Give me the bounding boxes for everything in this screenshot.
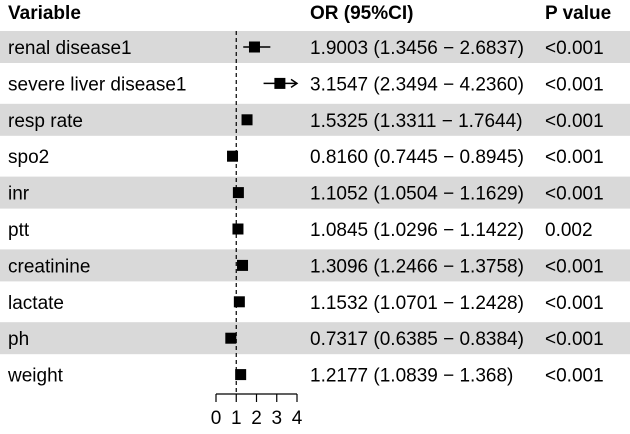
row-stripe: [0, 103, 630, 136]
point-estimate: [274, 77, 286, 89]
header-variable: Variable: [8, 3, 81, 24]
point-estimate: [232, 187, 244, 199]
point-estimate: [237, 259, 249, 271]
header-p-value: P value: [545, 3, 611, 24]
forest-rows: renal disease1 1.9003 (1.3456 − 2.6837) <0…: [7, 38, 604, 387]
row-variable-label: inr: [8, 184, 30, 205]
row-variable-label: ptt: [8, 220, 30, 241]
row-variable-label: creatinine: [8, 256, 90, 277]
header-or-ci: OR (95%CI): [310, 3, 413, 24]
x-axis-tick-label: 2: [251, 408, 262, 429]
row-variable-label: lactate: [8, 293, 64, 314]
row-or-ci-label: 1.5325 (1.3311 − 1.7644): [310, 111, 523, 132]
row-variable-label: weight: [7, 366, 64, 387]
row-or-ci-label: 0.8160 (0.7445 − 0.8945): [310, 147, 524, 168]
row-stripe: [0, 31, 630, 63]
x-axis-tick-label: 1: [231, 408, 242, 429]
point-estimate: [248, 41, 260, 53]
x-axis-tick-label: 4: [292, 408, 303, 429]
row-p-value-label: 0.002: [545, 220, 593, 241]
row-or-ci-label: 1.1052 (1.0504 − 1.1629): [310, 184, 524, 205]
row-or-ci-label: 1.1532 (1.0701 − 1.2428): [310, 293, 524, 314]
row-variable-label: spo2: [8, 147, 49, 168]
row-or-ci-label: 0.7317 (0.6385 − 0.8384): [310, 329, 524, 350]
row-or-ci-label: 1.2177 (1.0839 − 1.368): [310, 366, 513, 387]
point-estimate: [233, 296, 245, 308]
point-estimate: [235, 369, 247, 381]
row-stripes: [0, 31, 630, 355]
point-estimate: [227, 150, 239, 162]
row-p-value-label: <0.001: [545, 329, 604, 350]
row-p-value-label: <0.001: [545, 74, 604, 95]
x-axis-tick-label: 0: [211, 408, 222, 429]
forest-marks: [225, 41, 299, 381]
row-p-value-label: <0.001: [545, 38, 604, 59]
row-stripe: [0, 249, 630, 282]
ci-arrow: [290, 78, 299, 89]
row-stripe: [0, 322, 630, 355]
row-p-value-label: <0.001: [545, 293, 604, 314]
row-p-value-label: <0.001: [545, 184, 604, 205]
point-estimate: [241, 114, 253, 126]
point-estimate: [225, 332, 237, 344]
x-axis-tick-label: 3: [271, 408, 282, 429]
row-variable-label: renal disease1: [8, 38, 132, 59]
row-p-value-label: <0.001: [545, 147, 604, 168]
row-variable-label: resp rate: [8, 111, 83, 132]
row-or-ci-label: 1.9003 (1.3456 − 2.6837): [310, 38, 524, 59]
row-p-value-label: <0.001: [545, 256, 604, 277]
row-or-ci-label: 3.1547 (2.3494 − 4.2360): [310, 74, 524, 95]
row-variable-label: severe liver disease1: [8, 74, 186, 95]
point-estimate: [232, 223, 244, 235]
row-p-value-label: <0.001: [545, 366, 604, 387]
row-variable-label: ph: [8, 329, 29, 350]
row-or-ci-label: 1.3096 (1.2466 − 1.3758): [310, 256, 524, 277]
row-stripe: [0, 176, 630, 209]
row-p-value-label: <0.001: [545, 111, 604, 132]
row-or-ci-label: 1.0845 (1.0296 − 1.1422): [310, 220, 524, 241]
